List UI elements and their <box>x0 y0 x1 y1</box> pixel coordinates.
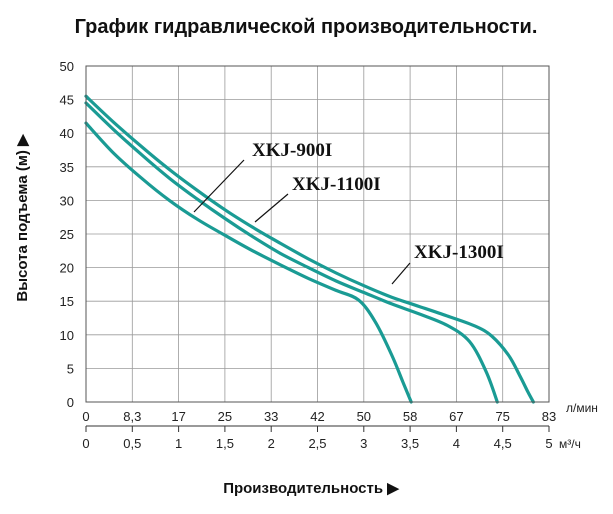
grid-lines <box>85 65 550 403</box>
y-tick-label: 10 <box>60 328 74 343</box>
x-tick-label-lmin: 67 <box>449 409 463 424</box>
x-tick-label-lmin: 83 <box>542 409 556 424</box>
x-tick-label-m3h: 5 <box>545 436 552 451</box>
x-tick-label-m3h: 4,5 <box>494 436 512 451</box>
x-tick-label-lmin: 33 <box>264 409 278 424</box>
x-tick-label-m3h: 3,5 <box>401 436 419 451</box>
x-axis-title: Производительность ▶ <box>223 480 400 497</box>
plot-frame <box>85 65 550 403</box>
x-tick-label-m3h: 2 <box>268 436 275 451</box>
x-tick-label-m3h: 0,5 <box>123 436 141 451</box>
y-tick-label: 25 <box>60 227 74 242</box>
x-tick-labels-lmin: 0 8,3 17 25 33 42 50 58 67 75 83 <box>82 409 556 424</box>
y-tick-label: 15 <box>60 294 74 309</box>
x-tick-label-lmin: 17 <box>171 409 185 424</box>
x-tick-label-m3h: 0 <box>82 436 89 451</box>
secondary-x-axis-ticks <box>85 426 550 432</box>
y-tick-label: 40 <box>60 126 74 141</box>
y-axis-title: Высота подъема (м) ▶ <box>14 133 31 302</box>
x-tick-label-m3h: 2,5 <box>308 436 326 451</box>
y-tick-labels: 0 5 10 15 20 25 30 35 40 45 50 <box>60 59 74 410</box>
x-tick-label-m3h: 1,5 <box>216 436 234 451</box>
series-line-xkj-1100i <box>84 101 499 404</box>
series-leader-line <box>254 193 289 223</box>
x-tick-label-m3h: 1 <box>175 436 182 451</box>
x-unit-m3h: м³/ч <box>559 437 581 451</box>
y-tick-label: 5 <box>67 361 74 376</box>
x-tick-label-lmin: 25 <box>218 409 232 424</box>
x-tick-label-lmin: 8,3 <box>123 409 141 424</box>
series-leader-line <box>193 159 245 213</box>
series-label: XKJ-900I <box>252 140 332 161</box>
series-curves <box>84 94 535 404</box>
chart-title: График гидравлической производительности… <box>75 16 538 38</box>
x-tick-label-lmin: 58 <box>403 409 417 424</box>
series-labels: XKJ-900I XKJ-1100I XKJ-1300I <box>193 140 504 285</box>
x-tick-label-m3h: 4 <box>453 436 460 451</box>
x-tick-labels-m3h: 0 0,5 1 1,5 2 2,5 3 3,5 4 4,5 5 <box>82 436 552 451</box>
x-tick-label-lmin: 42 <box>310 409 324 424</box>
series-label: XKJ-1300I <box>414 242 504 263</box>
y-tick-label: 45 <box>60 93 74 108</box>
series-line-xkj-1300i <box>84 94 535 404</box>
x-tick-label-m3h: 3 <box>360 436 367 451</box>
x-tick-label-lmin: 0 <box>82 409 89 424</box>
series-line-xkj-900i <box>84 121 413 404</box>
series-label: XKJ-1100I <box>292 174 381 195</box>
y-tick-label: 35 <box>60 160 74 175</box>
x-tick-label-lmin: 75 <box>495 409 509 424</box>
series-leader-line <box>391 262 411 285</box>
y-tick-label: 50 <box>60 59 74 74</box>
y-tick-label: 20 <box>60 261 74 276</box>
x-unit-lmin: л/мин <box>566 401 598 415</box>
y-tick-label: 0 <box>67 395 74 410</box>
x-tick-label-lmin: 50 <box>357 409 371 424</box>
y-tick-label: 30 <box>60 193 74 208</box>
